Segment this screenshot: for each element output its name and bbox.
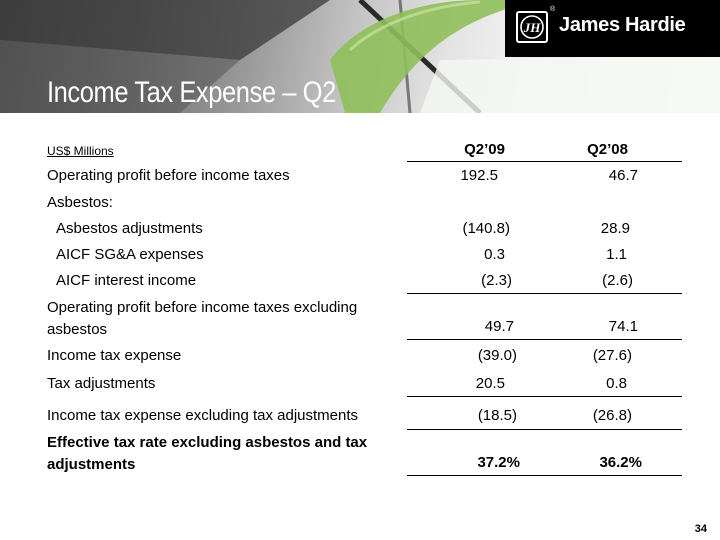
row-label: Tax adjustments [47, 375, 156, 392]
row-value-q2-08: (2.6) [602, 272, 633, 289]
row-rule [407, 339, 682, 340]
income-tax-table: US$ Millions Q2’09 Q2’08 Operating profi… [47, 141, 682, 476]
row-value-q2-08: 0.8 [606, 375, 627, 392]
row-value-q2-09: (39.0) [477, 347, 517, 364]
row-value-q2-09: 49.7 [484, 318, 514, 335]
row-rule [407, 396, 682, 397]
row-value-q2-08: 74.1 [608, 318, 638, 335]
row-rule [407, 475, 682, 476]
row-value-q2-08: 28.9 [600, 220, 630, 237]
row-value-q2-09: 37.2% [477, 454, 520, 471]
row-label: AICF interest income [56, 272, 197, 289]
row-value-q2-08: (26.8) [592, 407, 632, 424]
row-label: Operating profit before income taxes [47, 167, 290, 184]
row-label: Effective tax rate excluding asbestos an… [47, 434, 368, 473]
row-rule [407, 429, 682, 430]
row-label: Income tax expense excluding tax adjustm… [47, 407, 359, 424]
page-number: 34 [694, 523, 707, 535]
row-value-q2-08: (27.6) [592, 347, 632, 364]
header-rule [407, 161, 682, 162]
row-value-q2-09: 192.5 [460, 167, 498, 184]
header-banner: JH ® James Hardie Income Tax Expense – Q… [0, 0, 720, 113]
brand-name: James Hardie [559, 14, 686, 36]
jh-logo-icon: JH [516, 11, 548, 43]
units-label: US$ Millions [47, 144, 114, 158]
row-rule [407, 293, 682, 294]
row-value-q2-09: (18.5) [477, 407, 517, 424]
row-value-q2-09: (2.3) [481, 272, 512, 289]
registered-mark: ® [550, 6, 556, 13]
row-value-q2-08: 46.7 [608, 167, 638, 184]
column-header-q2-09: Q2’09 [464, 141, 505, 158]
row-label: Asbestos: [47, 194, 113, 211]
row-value-q2-09: (140.8) [462, 220, 510, 237]
row-value-q2-08: 36.2% [599, 454, 642, 471]
row-value-q2-09: 0.3 [484, 246, 505, 263]
row-value-q2-08: 1.1 [606, 246, 627, 263]
row-label: Operating profit before income taxes exc… [47, 299, 358, 338]
row-label: Asbestos adjustments [56, 220, 203, 237]
page-title: Income Tax Expense – Q2 [47, 76, 336, 109]
banner-decoration [0, 0, 720, 113]
row-value-q2-09: 20.5 [475, 375, 505, 392]
row-label: Income tax expense [47, 347, 182, 364]
brand-logo: JH ® James Hardie [505, 0, 720, 57]
column-header-q2-08: Q2’08 [587, 141, 628, 158]
svg-text:JH: JH [523, 20, 542, 35]
row-label: AICF SG&A expenses [56, 246, 204, 263]
